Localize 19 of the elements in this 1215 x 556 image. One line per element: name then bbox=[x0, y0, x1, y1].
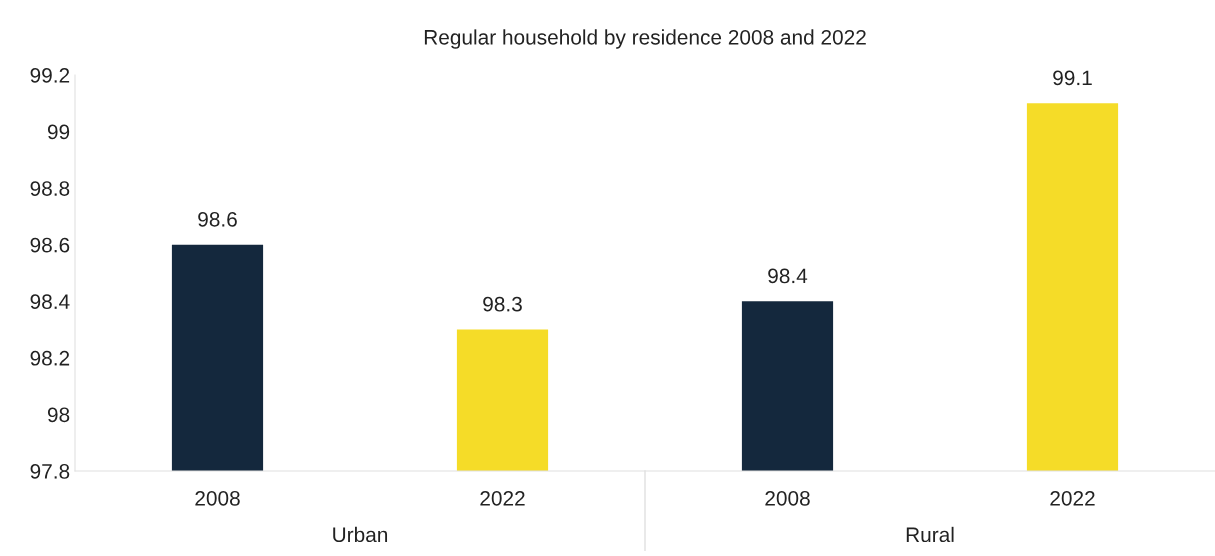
x-tick-label: 2008 bbox=[195, 490, 240, 506]
y-tick-label: 98.6 bbox=[30, 237, 70, 253]
y-tick-label: 98 bbox=[47, 407, 70, 423]
data-label: 98.4 bbox=[768, 268, 808, 284]
text: Rural bbox=[906, 526, 954, 543]
text: Urban bbox=[333, 526, 388, 543]
y-tick-label: 99 bbox=[47, 124, 70, 140]
chart-title: Regular household by residence 2008 and 2022 bbox=[424, 29, 866, 49]
x-tick-label: 2022 bbox=[1050, 490, 1095, 506]
y-tick-label: 98.4 bbox=[30, 294, 70, 310]
x-tick-label: 2022 bbox=[480, 490, 525, 506]
y-tick-label: 99.2 bbox=[30, 68, 70, 83]
data-label: 99.1 bbox=[1053, 70, 1092, 86]
data-label: 98.3 bbox=[483, 296, 522, 312]
y-tick-label: 97.8 bbox=[30, 464, 70, 479]
data-label: 98.6 bbox=[198, 211, 237, 227]
y-tick-label: 98.2 bbox=[30, 350, 70, 366]
y-tick-label: 98.8 bbox=[30, 181, 70, 196]
x-tick-label: 2008 bbox=[765, 490, 810, 506]
